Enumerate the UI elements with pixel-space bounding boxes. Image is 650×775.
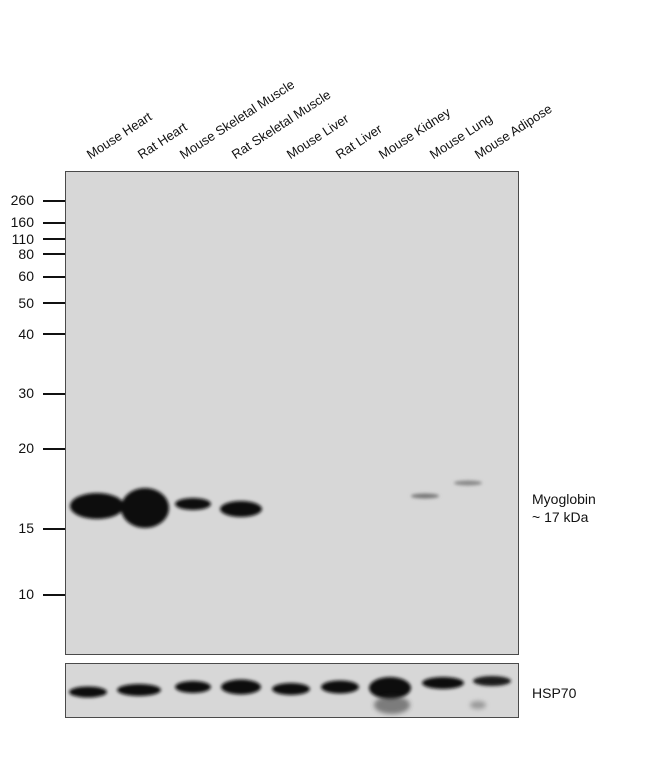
hsp70-smears <box>374 696 486 714</box>
target-size: ~ 17 kDa <box>532 509 589 525</box>
mw-tick-15 <box>43 528 65 530</box>
mw-tick-160 <box>43 222 65 224</box>
mw-tick-50 <box>43 302 65 304</box>
mw-label-260: 260 <box>10 192 34 208</box>
myoglobin-bands <box>70 480 482 528</box>
hsp70-band-7 <box>369 677 411 699</box>
hsp70-band-2 <box>117 684 161 696</box>
target-label: Myoglobin ~ 17 kDa <box>532 490 596 526</box>
mw-label-80: 80 <box>18 246 34 262</box>
band-mouse-kidney <box>411 493 439 499</box>
mw-label-15: 15 <box>18 520 34 536</box>
hsp70-bands <box>69 676 511 699</box>
mw-label-20: 20 <box>18 440 34 456</box>
mw-tick-80 <box>43 253 65 255</box>
mw-tick-20 <box>43 448 65 450</box>
loading-control-label: HSP70 <box>532 685 577 701</box>
mw-label-60: 60 <box>18 268 34 284</box>
band-rat-skeletal-muscle <box>220 501 262 517</box>
mw-tick-10 <box>43 594 65 596</box>
main-blot-panel <box>65 171 519 655</box>
mw-label-30: 30 <box>18 385 34 401</box>
mw-label-110: 110 <box>11 231 34 247</box>
mw-label-10: 10 <box>18 586 34 602</box>
hsp70-band-6 <box>321 680 359 694</box>
mw-label-160: 160 <box>10 214 34 230</box>
target-name: Myoglobin <box>532 491 596 507</box>
hsp70-band-1 <box>69 686 107 698</box>
band-rat-heart <box>121 488 169 528</box>
band-mouse-lung <box>454 480 482 486</box>
mw-label-50: 50 <box>18 295 34 311</box>
mw-tick-60 <box>43 276 65 278</box>
mw-tick-40 <box>43 333 65 335</box>
hsp70-band-8 <box>422 677 464 689</box>
hsp70-band-4 <box>221 679 261 695</box>
hsp70-band-5 <box>272 683 310 695</box>
band-mouse-heart <box>70 493 124 519</box>
band-mouse-skeletal-muscle <box>175 498 211 510</box>
hsp70-band-3 <box>175 681 211 693</box>
mw-tick-260 <box>43 200 65 202</box>
mw-tick-110 <box>43 238 65 240</box>
hsp70-band-9 <box>473 676 511 686</box>
mw-tick-30 <box>43 393 65 395</box>
mw-label-40: 40 <box>18 326 34 342</box>
